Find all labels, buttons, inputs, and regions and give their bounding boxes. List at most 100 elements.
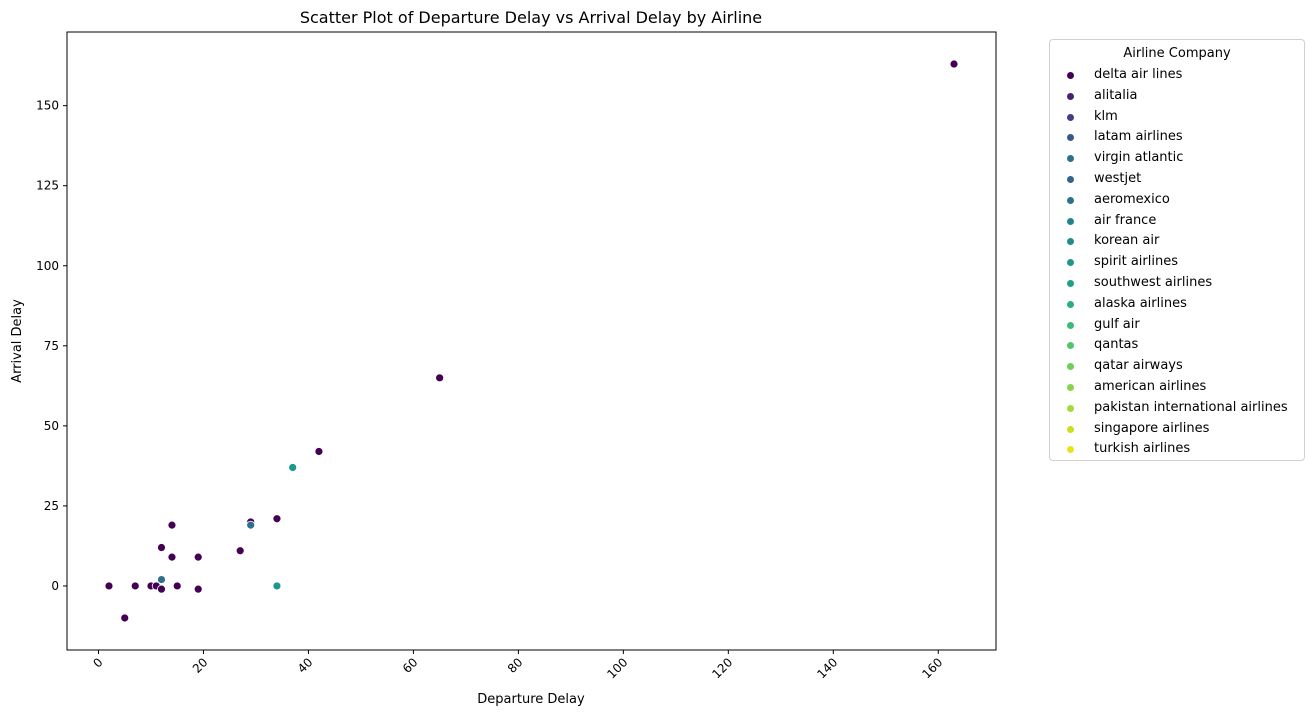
legend-item: delta air lines xyxy=(1050,65,1304,86)
legend-item: southwest airlines xyxy=(1050,273,1304,294)
legend-item: qatar airways xyxy=(1050,356,1304,377)
legend-marker xyxy=(1067,279,1074,287)
legend-label: pakistan international airlines xyxy=(1094,399,1288,415)
legend-item: pakistan international airlines xyxy=(1050,398,1304,419)
legend-item: qantas xyxy=(1050,335,1304,356)
legend-label: klm xyxy=(1094,108,1118,124)
legend-item: korean air xyxy=(1050,231,1304,252)
legend-item: spirit airlines xyxy=(1050,252,1304,273)
x-tick-label: 80 xyxy=(505,655,526,676)
data-point xyxy=(314,447,324,456)
data-point xyxy=(435,373,445,383)
legend-item: singapore airlines xyxy=(1050,419,1304,440)
legend-marker xyxy=(1067,383,1074,391)
data-point xyxy=(246,520,256,530)
y-tick-label: 100 xyxy=(36,259,59,273)
legend-label: qatar airways xyxy=(1094,358,1183,374)
legend-item: american airlines xyxy=(1050,377,1304,398)
legend-label: gulf air xyxy=(1094,316,1140,332)
data-point xyxy=(104,581,114,591)
legend-item: aeromexico xyxy=(1050,190,1304,211)
legend-label: alaska airlines xyxy=(1094,295,1187,311)
chart-title: Scatter Plot of Departure Delay vs Arriv… xyxy=(300,8,762,27)
legend-label: latam airlines xyxy=(1094,129,1183,145)
x-axis-ticks: 0 20 40 60 80 100 120 140 160 xyxy=(90,650,945,681)
legend-label: american airlines xyxy=(1094,378,1207,394)
legend-item: westjet xyxy=(1050,169,1304,190)
legend-item: alaska airlines xyxy=(1050,294,1304,315)
legend-item: gulf air xyxy=(1050,315,1304,336)
points-layer xyxy=(104,59,959,623)
data-point xyxy=(235,546,245,556)
plot-area-frame xyxy=(66,31,997,651)
legend-label: aeromexico xyxy=(1094,191,1170,207)
legend-marker xyxy=(1067,113,1074,121)
legend-label: turkish airlines xyxy=(1094,441,1191,457)
data-point xyxy=(172,581,182,591)
legend-label: korean air xyxy=(1094,233,1160,249)
legend-item: air france xyxy=(1050,211,1304,232)
data-point xyxy=(272,514,282,524)
legend-marker xyxy=(1067,300,1074,308)
data-point xyxy=(167,552,177,562)
y-tick-label: 25 xyxy=(44,499,59,513)
y-tick-label: 125 xyxy=(36,179,59,193)
data-point xyxy=(157,543,166,552)
x-tick-label: 20 xyxy=(190,655,211,676)
y-tick-label: 150 xyxy=(36,99,59,113)
legend-marker xyxy=(1067,217,1074,225)
legend-marker xyxy=(1067,342,1074,350)
legend-marker xyxy=(1067,134,1074,142)
legend: Airline Company delta air lines alitalia k… xyxy=(1049,39,1305,461)
legend-marker xyxy=(1067,446,1074,454)
y-tick-label: 75 xyxy=(44,339,59,353)
legend-label: alitalia xyxy=(1094,87,1138,103)
legend-marker xyxy=(1067,196,1074,204)
legend-label: virgin atlantic xyxy=(1094,150,1184,166)
x-tick-label: 160 xyxy=(919,655,945,681)
legend-items: delta air lines alitalia klm latam airlines… xyxy=(1050,65,1304,460)
x-tick-label: 100 xyxy=(604,655,630,681)
legend-item: latam airlines xyxy=(1050,127,1304,148)
legend-marker xyxy=(1067,175,1074,183)
x-tick-label: 40 xyxy=(295,655,316,676)
legend-label: delta air lines xyxy=(1094,67,1183,82)
legend-marker xyxy=(1067,259,1074,267)
legend-marker xyxy=(1067,238,1074,246)
y-tick-label: 0 xyxy=(51,579,59,593)
legend-marker xyxy=(1067,363,1074,371)
data-point xyxy=(120,613,130,623)
data-point xyxy=(157,575,166,584)
data-point xyxy=(193,552,203,562)
legend-marker xyxy=(1067,321,1074,329)
legend-item: alitalia xyxy=(1050,86,1304,107)
legend-label: air france xyxy=(1094,212,1157,228)
x-tick-label: 140 xyxy=(814,655,840,681)
x-tick-label: 0 xyxy=(90,655,105,670)
legend-marker xyxy=(1067,72,1074,79)
legend-label: southwest airlines xyxy=(1094,274,1213,290)
legend-label: westjet xyxy=(1094,170,1142,186)
legend-item: turkish airlines xyxy=(1050,439,1304,460)
y-axis-label: Arrival Delay xyxy=(10,299,25,383)
legend-label: qantas xyxy=(1094,337,1139,353)
data-point xyxy=(288,463,298,472)
legend-item: klm xyxy=(1050,107,1304,128)
data-point xyxy=(193,584,203,594)
x-tick-label: 120 xyxy=(709,655,735,681)
legend-label: spirit airlines xyxy=(1094,254,1178,270)
data-point xyxy=(157,584,166,594)
x-axis-label: Departure Delay xyxy=(477,692,585,707)
data-point xyxy=(272,581,282,591)
legend-label: singapore airlines xyxy=(1094,420,1210,436)
x-tick-label: 60 xyxy=(400,655,421,676)
legend-marker xyxy=(1067,404,1074,412)
legend-marker xyxy=(1067,425,1074,433)
y-axis-ticks: 0 25 50 75 100 125 150 xyxy=(36,99,67,593)
data-point xyxy=(130,581,140,591)
legend-marker xyxy=(1067,155,1074,163)
legend-marker xyxy=(1067,92,1074,100)
legend-title: Airline Company xyxy=(1123,46,1231,61)
data-point xyxy=(949,59,959,69)
